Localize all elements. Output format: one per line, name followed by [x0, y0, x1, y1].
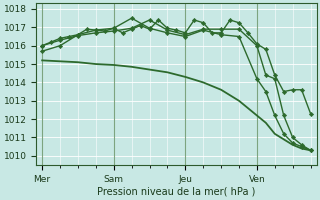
X-axis label: Pression niveau de la mer( hPa ): Pression niveau de la mer( hPa ) [97, 187, 256, 197]
